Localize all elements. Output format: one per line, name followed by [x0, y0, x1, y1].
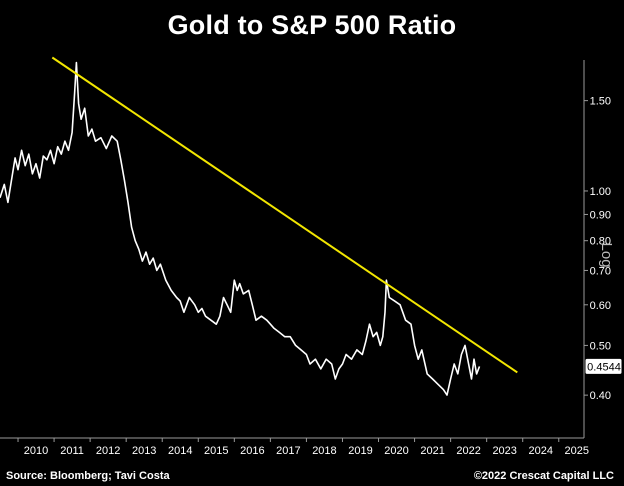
y-axis-label-group: Log: [598, 243, 615, 268]
x-tick-label: 2023: [492, 445, 516, 457]
y-tick-label: 0.60: [590, 300, 611, 312]
x-tick-label: 2020: [384, 445, 408, 457]
y-tick-label: 1.50: [590, 96, 611, 108]
series-line-1: [51, 56, 518, 374]
y-tick-label: 0.70: [590, 265, 611, 277]
x-tick-label: 2025: [565, 445, 589, 457]
y-tick-label: 1.00: [590, 186, 611, 198]
x-tick-label: 2024: [528, 445, 552, 457]
x-tick-label: 2011: [60, 445, 84, 457]
x-tick-label: 2018: [312, 445, 336, 457]
last-value-box: [584, 357, 623, 375]
chart-title: Gold to S&P 500 Ratio: [167, 10, 457, 40]
y-axis: 0.40 0.50 0.60 0.70 0.80 0.90 1.00 1.50: [583, 60, 611, 438]
x-tick-label: 2012: [96, 445, 120, 457]
y-tick-label: 0.80: [590, 236, 611, 248]
x-tick-label: 2015: [204, 445, 228, 457]
x-tick-label: 2021: [420, 445, 444, 457]
x-tick-label: 2022: [456, 445, 480, 457]
y-axis-title: Log: [598, 243, 615, 268]
last-value-label: 0.4544: [587, 361, 621, 373]
copyright-note: ©2022 Crescat Capital LLC: [473, 470, 614, 482]
x-tick-label: 2019: [348, 445, 372, 457]
value-badge: 0.4544: [584, 357, 623, 375]
x-tick-label: 2013: [132, 445, 156, 457]
x-tick-label: 2016: [240, 445, 264, 457]
series-layer: [0, 56, 518, 396]
y-tick-label: 0.40: [590, 390, 611, 402]
x-tick-label: 2014: [168, 445, 192, 457]
series-line-0: [0, 61, 481, 396]
x-tick-label: 2017: [276, 445, 300, 457]
y-tick-label: 0.90: [590, 209, 611, 221]
y-tick-label: 0.50: [590, 340, 611, 352]
x-tick-label: 2010: [24, 445, 48, 457]
x-axis: 2010 2011 2012 2013 2014 2015 2016 2017 2018 2019…: [0, 437, 589, 457]
source-note: Source: Bloomberg; Tavi Costa: [6, 470, 170, 482]
